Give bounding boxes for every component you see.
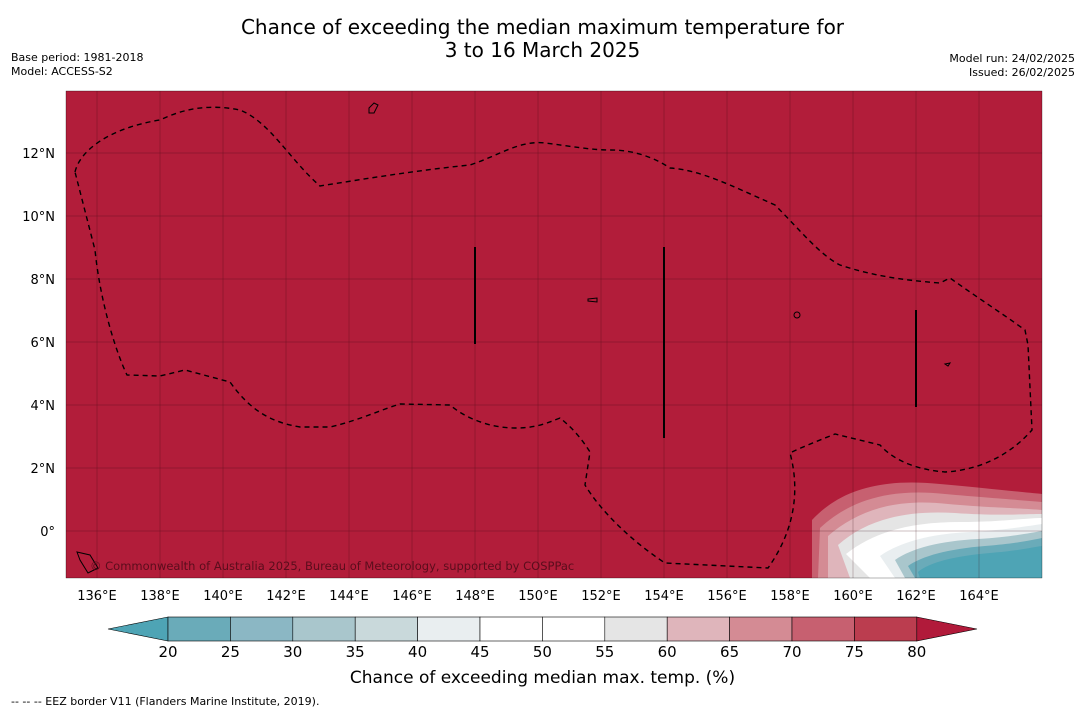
longitude-label: 146°E bbox=[392, 589, 432, 604]
colorbar-segment bbox=[417, 616, 481, 642]
cool-anomaly-region bbox=[812, 482, 1042, 578]
colorbar-segment bbox=[292, 616, 356, 642]
colorbar bbox=[107, 616, 978, 642]
longitude-label: 152°E bbox=[581, 589, 621, 604]
colorbar-segment bbox=[167, 616, 231, 642]
map-gridlines bbox=[66, 91, 1042, 578]
longitude-label: 142°E bbox=[266, 589, 306, 604]
colorbar-tick-label: 65 bbox=[720, 643, 740, 661]
longitude-label: 150°E bbox=[518, 589, 558, 604]
colorbar-segment bbox=[791, 616, 855, 642]
colorbar-segment bbox=[854, 616, 918, 642]
colorbar-segment bbox=[729, 616, 793, 642]
base-period: Base period: 1981-2018 bbox=[11, 51, 144, 64]
map-title-line1: Chance of exceeding the median maximum t… bbox=[240, 15, 845, 39]
longitude-labels: 136°E 138°E 140°E 142°E 144°E 146°E 148°E 150°E… bbox=[77, 589, 999, 604]
latitude-label: 6°N bbox=[31, 336, 56, 351]
longitude-label: 156°E bbox=[707, 589, 747, 604]
colorbar-tick-label: 55 bbox=[595, 643, 615, 661]
latitude-label: 10°N bbox=[22, 210, 55, 225]
latitude-label: 8°N bbox=[31, 273, 56, 288]
colorbar-tick-label: 40 bbox=[408, 643, 428, 661]
island-outlines bbox=[76, 102, 952, 574]
eez-legend-note: -- -- -- EEZ border V11 (Flanders Marine… bbox=[11, 695, 320, 708]
longitude-label: 148°E bbox=[455, 589, 495, 604]
vertical-line-marks bbox=[474, 247, 917, 438]
colorbar-over-arrow bbox=[916, 616, 978, 642]
map-copyright: © Commonwealth of Australia 2025, Bureau… bbox=[90, 559, 574, 573]
colorbar-segment bbox=[479, 616, 543, 642]
map-title-line2: 3 to 16 March 2025 bbox=[444, 38, 641, 62]
longitude-label: 160°E bbox=[833, 589, 873, 604]
colorbar-tick-label: 50 bbox=[532, 643, 552, 661]
model-run: Model run: 24/02/2025 bbox=[949, 52, 1075, 65]
colorbar-tick-label: 80 bbox=[907, 643, 927, 661]
colorbar-segment bbox=[666, 616, 730, 642]
eez-border bbox=[74, 106, 1033, 569]
colorbar-tick-label: 25 bbox=[220, 643, 240, 661]
colorbar-tick-label: 20 bbox=[158, 643, 178, 661]
colorbar-segment bbox=[230, 616, 294, 642]
colorbar-title: Chance of exceeding median max. temp. (%… bbox=[349, 668, 736, 688]
map-frame bbox=[65, 90, 1043, 579]
longitude-label: 138°E bbox=[140, 589, 180, 604]
longitude-label: 144°E bbox=[329, 589, 369, 604]
longitude-label: 140°E bbox=[203, 589, 243, 604]
longitude-label: 154°E bbox=[644, 589, 684, 604]
colorbar-tick-label: 45 bbox=[470, 643, 490, 661]
longitude-label: 164°E bbox=[959, 589, 999, 604]
colorbar-segment bbox=[354, 616, 418, 642]
longitude-label: 136°E bbox=[77, 589, 117, 604]
map-plot-area: © Commonwealth of Australia 2025, Bureau… bbox=[66, 91, 1042, 578]
colorbar-under-arrow bbox=[107, 616, 169, 642]
latitude-label: 12°N bbox=[22, 147, 55, 162]
colorbar-tick-label: 75 bbox=[844, 643, 864, 661]
colorbar-tick-label: 60 bbox=[657, 643, 677, 661]
longitude-label: 162°E bbox=[896, 589, 936, 604]
latitude-labels: 12°N 10°N 8°N 6°N 4°N 2°N 0° bbox=[22, 147, 55, 540]
colorbar-tick-label: 30 bbox=[283, 643, 303, 661]
issued-date: Issued: 26/02/2025 bbox=[968, 66, 1075, 79]
colorbar-tick-label: 70 bbox=[782, 643, 802, 661]
latitude-label: 2°N bbox=[31, 462, 56, 477]
colorbar-tick-label: 35 bbox=[345, 643, 365, 661]
colorbar-segment bbox=[604, 616, 668, 642]
longitude-label: 158°E bbox=[770, 589, 810, 604]
colorbar-segment bbox=[542, 616, 606, 642]
model-name: Model: ACCESS-S2 bbox=[11, 65, 113, 78]
latitude-label: 4°N bbox=[31, 399, 56, 414]
latitude-label: 0° bbox=[40, 525, 55, 540]
